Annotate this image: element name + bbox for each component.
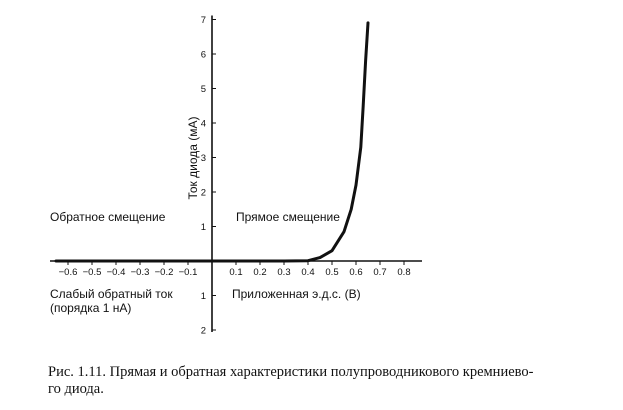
y-tick-label: 6 [201, 50, 206, 61]
x-tick-label: −0.5 [83, 267, 102, 278]
caption-line-2: го диода. [48, 381, 104, 397]
reverse-bias-label: Обратное смещение [50, 210, 166, 224]
y-tick-label: 7 [201, 15, 206, 26]
x-tick-label: 0.8 [397, 267, 410, 278]
x-tick-label: 0.2 [253, 267, 266, 278]
x-tick-label: −0.6 [59, 267, 78, 278]
y-tick-label: 3 [201, 153, 206, 164]
x-tick-label: 0.7 [373, 267, 386, 278]
reverse-current-value-label: (порядка 1 нА) [50, 301, 131, 315]
caption-line-1: Рис. 1.11. Прямая и обратная характерист… [48, 364, 534, 380]
x-tick-label: 0.4 [301, 267, 314, 278]
y-tick-label: 2 [201, 326, 206, 337]
figure-caption: Рис. 1.11. Прямая и обратная характерист… [48, 364, 608, 398]
x-tick-label: −0.4 [107, 267, 126, 278]
x-tick-label: 0.5 [325, 267, 338, 278]
x-ticks: −0.6 −0.5 −0.4 −0.3 −0.2 −0.1 0.1 0.2 0.3 0.4 0.5 0… [59, 261, 411, 278]
iv-curve-series [54, 21, 370, 263]
x-tick-label: 0.1 [229, 267, 242, 278]
reverse-current-label: Слабый обратный ток [50, 287, 173, 301]
y-tick-label: 4 [201, 119, 206, 130]
y-tick-label: 2 [201, 188, 206, 199]
y-tick-label: 5 [201, 84, 206, 95]
y-axis-label: Ток диода (мА) [186, 116, 200, 199]
forward-bias-label: Прямое смещение [236, 210, 340, 224]
x-tick-label: −0.3 [131, 267, 150, 278]
y-ticks: 7 6 5 4 3 2 1 1 2 [201, 15, 216, 337]
x-tick-label: −0.1 [179, 267, 198, 278]
x-axis-label: Приложенная э.д.с. (В) [232, 287, 361, 301]
x-tick-label: 0.6 [349, 267, 362, 278]
x-tick-label: −0.2 [155, 267, 174, 278]
y-tick-label: 1 [201, 291, 206, 302]
x-tick-label: 0.3 [277, 267, 290, 278]
y-tick-label: 1 [201, 222, 206, 233]
